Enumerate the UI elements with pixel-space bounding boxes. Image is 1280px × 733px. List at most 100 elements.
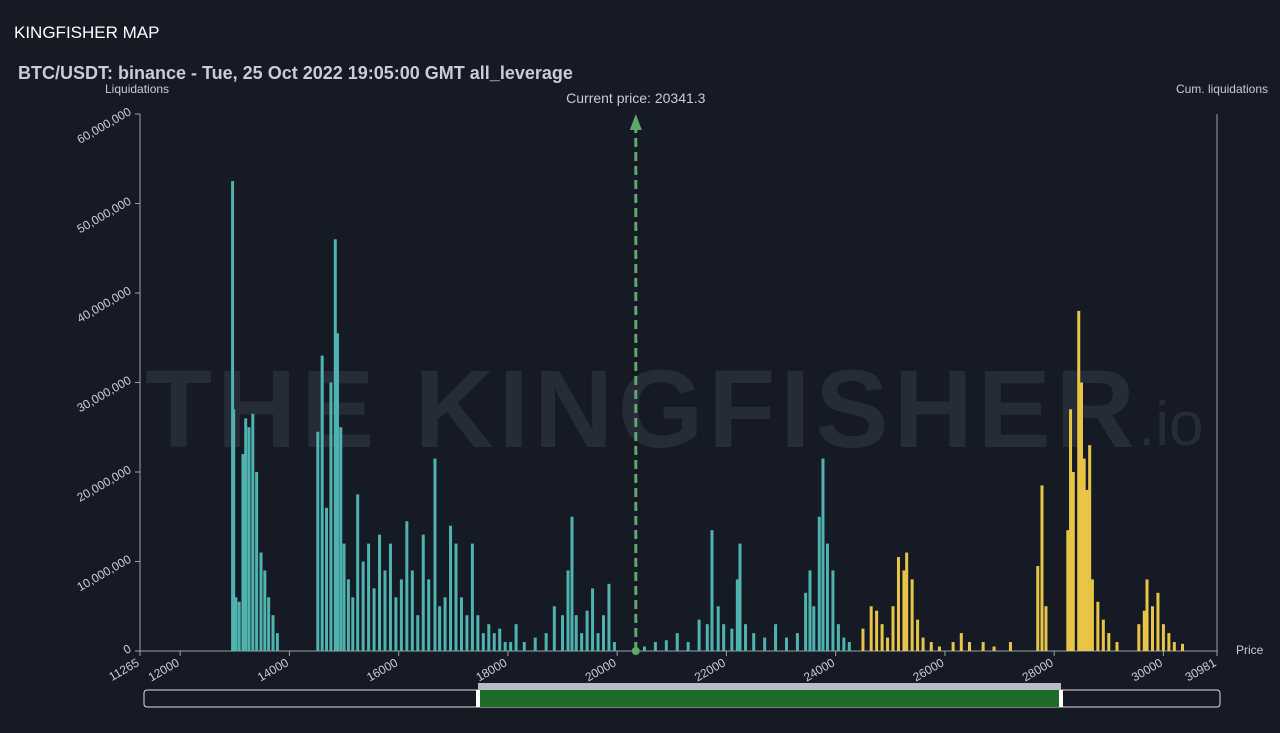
watermark-suffix: .io	[1138, 390, 1203, 459]
bar	[821, 458, 825, 651]
bar	[730, 628, 734, 651]
bar	[1071, 472, 1075, 651]
bar	[433, 458, 437, 651]
bar	[552, 606, 556, 651]
bar	[1145, 579, 1149, 651]
bar	[367, 543, 371, 651]
bar	[808, 570, 812, 651]
bar	[686, 642, 690, 651]
current-price-dot	[631, 647, 640, 655]
bar	[481, 633, 485, 651]
bar	[271, 615, 275, 651]
bar	[1036, 565, 1040, 651]
bar	[675, 633, 679, 651]
bar	[886, 637, 890, 651]
bar	[267, 597, 271, 651]
x-axis-label: Price	[1236, 643, 1264, 657]
bar	[383, 570, 387, 651]
bar	[705, 624, 709, 651]
bar	[533, 637, 537, 651]
bar	[921, 637, 925, 651]
bar	[902, 570, 906, 651]
bar	[342, 543, 346, 651]
bar	[1090, 579, 1094, 651]
bar	[320, 355, 324, 651]
bar	[697, 619, 701, 651]
bar	[992, 646, 996, 651]
bar	[1008, 642, 1012, 651]
bar	[869, 606, 873, 651]
bar	[817, 516, 821, 651]
bar	[465, 615, 469, 651]
bar	[763, 637, 767, 651]
bar	[361, 561, 365, 651]
bar	[1079, 382, 1083, 651]
bar	[339, 427, 343, 651]
bar	[1161, 624, 1165, 651]
bar	[232, 409, 236, 651]
watermark: THE KINGFISHER	[145, 348, 1135, 471]
range-handle[interactable]	[1059, 690, 1063, 707]
bar	[1115, 642, 1119, 651]
current-price-arrow	[629, 114, 642, 130]
bar	[831, 570, 835, 651]
bar	[427, 579, 431, 651]
bar	[1167, 633, 1171, 651]
bar	[861, 628, 865, 651]
bar	[1107, 633, 1111, 651]
bar	[476, 615, 480, 651]
bar	[875, 610, 879, 651]
bar	[735, 579, 739, 651]
bar	[916, 619, 920, 651]
bar	[241, 454, 245, 651]
bar	[1150, 606, 1154, 651]
bar	[509, 642, 513, 651]
bar	[514, 624, 518, 651]
bar	[591, 588, 595, 651]
bar	[247, 427, 251, 651]
bar	[722, 624, 726, 651]
bar	[1066, 530, 1070, 651]
bar	[959, 633, 963, 651]
bar	[880, 624, 884, 651]
bar	[316, 431, 320, 651]
bar	[891, 606, 895, 651]
bar	[544, 633, 548, 651]
bar	[1096, 601, 1100, 651]
bar	[251, 413, 255, 651]
bar	[1077, 310, 1081, 651]
bar	[410, 570, 414, 651]
bar	[642, 646, 646, 651]
bar	[244, 418, 248, 651]
bar	[1069, 409, 1073, 651]
bar	[459, 597, 463, 651]
range-selection[interactable]	[478, 690, 1061, 707]
bar	[438, 606, 442, 651]
bar	[752, 633, 756, 651]
bar	[574, 615, 578, 651]
bar	[937, 646, 941, 651]
y2-axis-label: Cum. liquidations	[1176, 82, 1268, 96]
bar	[487, 624, 491, 651]
bar	[329, 382, 333, 651]
range-grip[interactable]	[478, 683, 1061, 690]
bar	[443, 597, 447, 651]
bar	[492, 633, 496, 651]
bar	[716, 606, 720, 651]
bar	[1137, 624, 1141, 651]
bar	[607, 583, 611, 651]
bar	[378, 534, 382, 651]
bar	[847, 642, 851, 651]
range-handle[interactable]	[476, 690, 480, 707]
bar	[346, 579, 350, 651]
bar	[967, 642, 971, 651]
bar	[503, 642, 507, 651]
bar	[1142, 610, 1146, 651]
bar	[335, 333, 339, 651]
bar	[498, 628, 502, 651]
current-price-label: Current price: 20341.3	[566, 90, 706, 106]
bar	[910, 579, 914, 651]
bar	[905, 552, 909, 651]
